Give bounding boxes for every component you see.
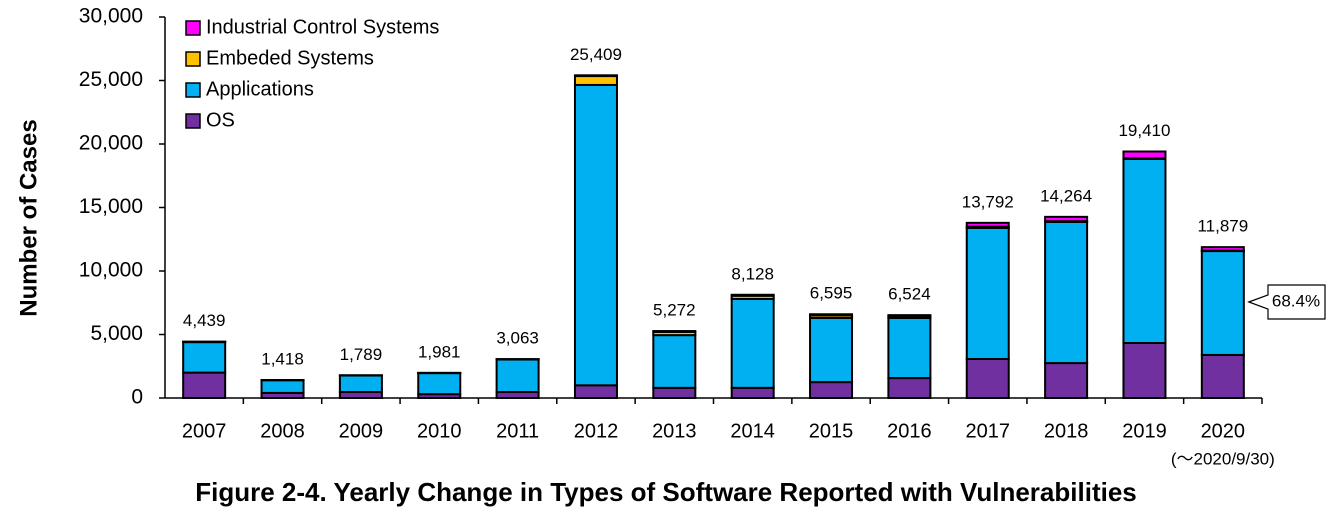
y-tick-label: 20,000: [79, 132, 143, 155]
x-tick-label: 2014: [730, 420, 775, 442]
x-tick-label: 2008: [260, 420, 305, 442]
bar-segment: [1044, 220, 1089, 365]
x-tick-label: 2016: [887, 420, 932, 442]
bar-segment: [1044, 362, 1089, 400]
bar-segment: [1122, 157, 1167, 345]
bar-segment: [573, 83, 618, 387]
bar-segment: [1122, 342, 1167, 400]
total-label: 3,063: [496, 329, 539, 348]
bar-segment: [182, 371, 227, 400]
bar-segment: [965, 221, 1010, 228]
bar-segment: [887, 316, 932, 380]
bar-segment: [1044, 215, 1089, 223]
callout-text: 68.4%: [1272, 291, 1320, 310]
total-label: 4,439: [183, 311, 226, 330]
y-tick-label: 5,000: [90, 322, 143, 345]
bar-segment: [652, 386, 697, 399]
x-tick-label: 2015: [809, 420, 854, 442]
y-tick-label: 25,000: [79, 68, 143, 91]
legend-label: Industrial Control Systems: [206, 16, 439, 38]
bar-segment: [652, 334, 697, 389]
total-label: 19,410: [1118, 121, 1170, 140]
bar-segment: [338, 374, 383, 394]
total-label: 6,524: [888, 285, 931, 304]
legend-label: OS: [206, 109, 235, 131]
x-note: (～2020/9/30): [1171, 449, 1275, 468]
x-tick-label: 2019: [1122, 420, 1167, 442]
x-tick-label: 2018: [1044, 420, 1089, 442]
callout-box: [1247, 284, 1326, 320]
legend-label: Applications: [206, 78, 314, 100]
bar-segment: [730, 386, 775, 399]
total-label: 13,792: [962, 192, 1014, 211]
x-tick-label: 2013: [652, 420, 697, 442]
bar-segment: [573, 384, 618, 399]
bar-segment: [809, 316, 854, 384]
x-tick-label: 2010: [417, 420, 462, 442]
legend-swatch: [185, 82, 201, 98]
total-label: 1,981: [418, 342, 461, 361]
legend-label: Embeded Systems: [206, 47, 374, 69]
bar-segment: [965, 358, 1010, 399]
legend-swatch: [185, 20, 201, 36]
total-label: 6,595: [810, 284, 853, 303]
bar-segment: [1200, 353, 1245, 399]
bar-segment: [573, 75, 618, 86]
bar-segment: [809, 381, 854, 399]
total-label: 8,128: [731, 264, 774, 283]
total-label: 25,409: [570, 45, 622, 64]
bar-segment: [260, 379, 305, 394]
bar-segment: [887, 314, 932, 318]
total-label: 14,264: [1040, 186, 1092, 205]
bar-segment: [730, 293, 775, 297]
total-label: 11,879: [1197, 217, 1248, 236]
x-tick-label: 2020: [1201, 420, 1246, 442]
y-tick-label: 15,000: [79, 195, 143, 218]
bar-segment: [965, 226, 1010, 361]
x-tick-label: 2007: [182, 420, 227, 442]
y-axis-title: Number of Cases: [15, 119, 42, 316]
bar-segment: [652, 330, 697, 333]
total-label: 1,789: [340, 345, 383, 364]
x-tick-label: 2011: [496, 420, 539, 442]
bar-segment: [182, 341, 227, 374]
y-tick-label: 10,000: [79, 259, 143, 282]
y-tick-label: 30,000: [79, 5, 143, 28]
bar-segment: [809, 313, 854, 317]
total-label: 5,272: [653, 301, 696, 320]
x-tick-label: 2012: [574, 420, 619, 442]
bar-segment: [417, 372, 462, 396]
chart-title: Figure 2-4. Yearly Change in Types of So…: [195, 477, 1137, 507]
legend-swatch: [185, 113, 201, 129]
bar-segment: [1200, 246, 1245, 252]
x-tick-label: 2009: [339, 420, 384, 442]
bar-segment: [1122, 150, 1167, 160]
bar-segment: [1200, 250, 1245, 356]
total-label: 1,418: [261, 349, 304, 368]
legend-swatch: [185, 51, 201, 67]
bar-segment: [730, 297, 775, 389]
bar-segment: [887, 377, 932, 400]
bar-segment: [495, 358, 540, 394]
y-tick-label: 0: [131, 386, 143, 409]
x-tick-label: 2017: [966, 420, 1011, 442]
bar-segment: [573, 74, 618, 78]
